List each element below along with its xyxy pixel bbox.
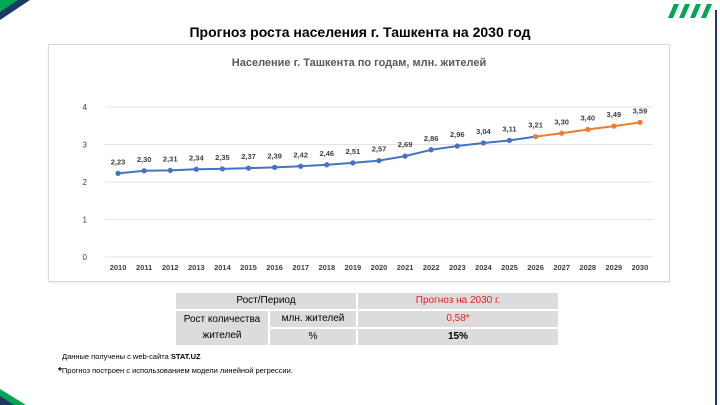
- data-label: 2,57: [372, 145, 387, 154]
- row-label-line-1: Рост количества: [183, 314, 261, 325]
- data-label: 2,42: [293, 150, 308, 159]
- x-tick-label: 2027: [553, 263, 570, 272]
- x-tick-label: 2020: [371, 263, 388, 272]
- table-unit-cell: %: [268, 327, 358, 347]
- x-tick-label: 2016: [266, 263, 283, 272]
- table-unit-cell: млн. жителей: [268, 309, 358, 329]
- data-label: 2,86: [424, 134, 439, 143]
- data-point: [559, 130, 565, 136]
- data-point: [115, 170, 121, 176]
- data-label: 2,23: [111, 157, 126, 166]
- data-label: 2,34: [189, 153, 204, 162]
- data-point: [506, 137, 513, 143]
- data-label: 2,31: [163, 154, 178, 163]
- x-tick-label: 2030: [632, 263, 649, 272]
- x-tick-label: 2021: [397, 263, 414, 272]
- data-point: [350, 160, 356, 166]
- data-point: [532, 134, 539, 140]
- data-point: [454, 143, 460, 149]
- data-label: 3,11: [502, 124, 516, 133]
- x-tick-label: 2023: [449, 263, 466, 272]
- data-point: [324, 162, 330, 168]
- data-point: [298, 163, 304, 169]
- source-note: Данные получены с web-сайта STAT.UZ: [62, 352, 201, 361]
- table-value-cell: 0,58*: [356, 309, 560, 329]
- forecast-note-text: Прогноз построен с использованием модели…: [61, 366, 293, 375]
- data-label: 3,21: [528, 121, 543, 130]
- population-line-chart: Население г. Ташкента по годам, млн. жит…: [83, 57, 653, 272]
- table-row-label: Рост количества жителей: [174, 309, 270, 347]
- data-label: 2,96: [450, 130, 465, 139]
- data-label: 3,04: [476, 127, 491, 136]
- stripes-decoration: [668, 4, 712, 18]
- x-tick-label: 2022: [423, 263, 440, 272]
- data-point: [637, 119, 643, 125]
- data-point: [167, 167, 173, 173]
- data-label: 3,59: [633, 106, 648, 115]
- right-border-line: [715, 10, 717, 405]
- table-value-cell: 15%: [356, 327, 560, 347]
- data-label: 2,35: [215, 153, 230, 162]
- growth-table: Рост/Период Прогноз на 2030 г. Рост коли…: [174, 291, 560, 347]
- y-tick-label: 0: [83, 253, 88, 262]
- x-tick-label: 2024: [475, 263, 493, 272]
- chart-title: Население г. Ташкента по годам, млн. жит…: [232, 57, 486, 69]
- x-tick-label: 2010: [110, 263, 127, 272]
- x-tick-label: 2029: [606, 263, 623, 272]
- data-point: [428, 147, 434, 153]
- corner-decoration-bottom-left: [0, 389, 26, 405]
- footnote-star: *: [58, 366, 62, 377]
- data-point: [193, 166, 199, 172]
- data-label: 2,39: [267, 151, 282, 160]
- corner-decoration-top-left: [0, 0, 30, 20]
- forecast-note: *Прогноз построен с использованием модел…: [58, 366, 293, 377]
- table-row: Рост количества жителей млн. жителей 0,5…: [174, 309, 560, 347]
- data-point: [141, 168, 147, 174]
- page-title: Прогноз роста населения г. Ташкента на 2…: [189, 24, 531, 40]
- x-tick-label: 2018: [318, 263, 335, 272]
- data-label: 3,49: [607, 110, 622, 119]
- data-label: 3,30: [554, 117, 569, 126]
- x-tick-label: 2025: [501, 263, 518, 272]
- data-point: [219, 166, 226, 172]
- data-label: 2,69: [398, 140, 413, 149]
- x-tick-label: 2013: [188, 263, 205, 272]
- data-point: [376, 158, 382, 164]
- data-label: 2,37: [241, 152, 256, 161]
- table-header-left: Рост/Период: [174, 291, 358, 311]
- table-row: % 15%: [175, 327, 560, 347]
- data-label: 2,51: [346, 147, 361, 156]
- chart-area: Население г. Ташкента по годам, млн. жит…: [48, 44, 670, 282]
- x-tick-label: 2019: [345, 263, 362, 272]
- table-header-right: Прогноз на 2030 г.: [356, 291, 560, 311]
- row-label-line-2: жителей: [202, 330, 242, 341]
- y-tick-label: 3: [83, 141, 88, 150]
- data-point: [611, 123, 617, 129]
- x-tick-label: 2026: [527, 263, 544, 272]
- source-site: STAT.UZ: [170, 352, 201, 361]
- x-tick-label: 2017: [292, 263, 309, 272]
- x-tick-label: 2028: [579, 263, 596, 272]
- y-tick-label: 4: [83, 103, 88, 112]
- x-tick-label: 2012: [162, 263, 179, 272]
- data-label: 2,30: [137, 155, 152, 164]
- y-tick-label: 2: [83, 178, 88, 187]
- data-point: [480, 140, 486, 146]
- data-label: 2,46: [320, 149, 335, 158]
- source-note-text: Данные получены с web-сайта: [62, 352, 171, 361]
- data-point: [402, 153, 408, 159]
- x-tick-label: 2014: [214, 263, 232, 272]
- y-tick-label: 1: [83, 216, 88, 225]
- data-point: [272, 164, 278, 170]
- x-tick-label: 2015: [240, 263, 257, 272]
- data-point: [245, 165, 252, 171]
- x-tick-label: 2011: [136, 263, 152, 272]
- table-header-row: Рост/Период Прогноз на 2030 г.: [174, 291, 560, 311]
- data-label: 3,40: [580, 114, 595, 123]
- data-point: [585, 126, 591, 133]
